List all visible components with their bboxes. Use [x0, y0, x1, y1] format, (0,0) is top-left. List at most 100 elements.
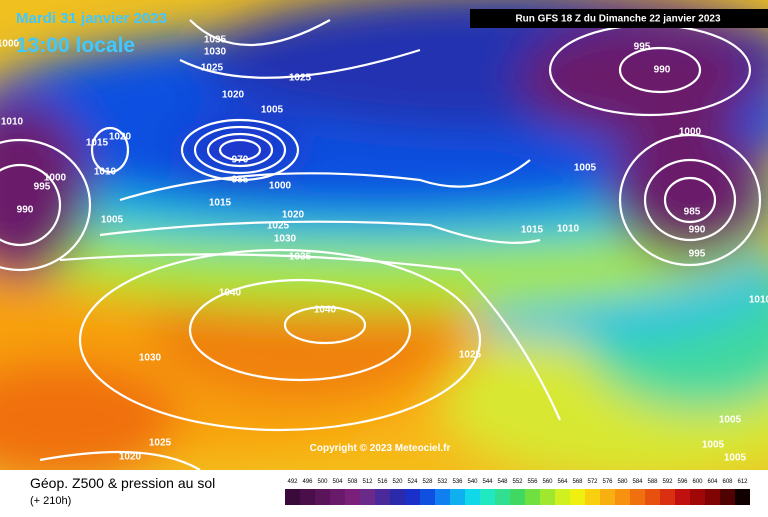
isobar-label: 1005 [719, 415, 742, 426]
scale-swatch [525, 489, 540, 505]
isobar-label: 985 [232, 175, 249, 186]
scale-swatch [330, 489, 345, 505]
scale-swatch [660, 489, 675, 505]
forecast-date: Mardi 31 janvier 2023 [16, 10, 167, 27]
isobar-labels: 1035103010251020102510051000101510201025… [0, 35, 768, 464]
color-scale: 492 496 500 504 508 512 516 520 524 528 532 536 540 5… [285, 479, 750, 505]
scale-swatch [600, 489, 615, 505]
scale-label: 596 [677, 479, 688, 485]
scale-label: 536 [452, 479, 463, 485]
scale-label: 552 [512, 479, 523, 485]
isobar-label: 1040 [314, 305, 337, 316]
scale-label: 524 [407, 479, 418, 485]
scale-label: 608 [722, 479, 733, 485]
scale-swatch [375, 489, 390, 505]
isobar-label: 995 [34, 182, 51, 193]
scale-label: 544 [482, 479, 493, 485]
scale-label: 528 [422, 479, 433, 485]
isobar-label: 1025 [201, 63, 224, 74]
isobar-label: 990 [689, 225, 706, 236]
scale-swatch [480, 489, 495, 505]
isobar-label: 1030 [204, 47, 227, 58]
isobar-label: 1010 [557, 224, 580, 235]
copyright: Copyright © 2023 Meteociel.fr [310, 443, 451, 454]
isobar-label: 985 [684, 207, 701, 218]
isobar-label: 1030 [274, 234, 297, 245]
scale-swatch [405, 489, 420, 505]
isobar-label: 1000 [44, 173, 67, 184]
scale-swatch [315, 489, 330, 505]
isobar-label: 995 [634, 42, 651, 53]
scale-label: 516 [377, 479, 388, 485]
scale-label: 588 [647, 479, 658, 485]
scale-label: 592 [662, 479, 673, 485]
scale-label: 568 [572, 479, 583, 485]
isobar-label: 1005 [574, 163, 597, 174]
scale-label: 504 [332, 479, 343, 485]
scale-swatch [690, 489, 705, 505]
scale-label: 496 [302, 479, 313, 485]
scale-label: 512 [362, 479, 373, 485]
isobar-label: 1025 [459, 350, 482, 361]
scale-swatch [285, 489, 300, 505]
lead-time: (+ 210h) [30, 495, 71, 507]
scale-swatch [645, 489, 660, 505]
scale-label: 604 [707, 479, 718, 485]
isobar-label: 1005 [261, 105, 284, 116]
isobar-label: 1025 [149, 438, 172, 449]
scale-swatch [450, 489, 465, 505]
isobar-label: 970 [232, 155, 249, 166]
scale-label: 500 [317, 479, 328, 485]
scale-swatch [390, 489, 405, 505]
scale-swatch [585, 489, 600, 505]
isobar-label: 990 [654, 65, 671, 76]
isobar-label: 1000 [679, 127, 702, 138]
map-field [0, 0, 768, 470]
isobar-label: 1010 [749, 295, 768, 306]
scale-label: 584 [632, 479, 643, 485]
isobar-label: 1005 [724, 453, 747, 464]
isobar-label: 1015 [521, 225, 544, 236]
scale-label: 612 [737, 479, 748, 485]
isobar-label: 1035 [204, 35, 227, 46]
isobar-label: 1030 [139, 353, 162, 364]
scale-label: 572 [587, 479, 598, 485]
scale-swatch [555, 489, 570, 505]
isobar-label: 1010 [94, 167, 117, 178]
scale-swatch [720, 489, 735, 505]
scale-swatch [420, 489, 435, 505]
isobar-label: 1000 [0, 39, 20, 50]
isobar-label: 1020 [222, 90, 245, 101]
isobar-label: 1005 [101, 215, 124, 226]
isobar-label: 1035 [289, 252, 312, 263]
scale-swatch [345, 489, 360, 505]
scale-label: 580 [617, 479, 628, 485]
isobar-label: 995 [689, 249, 706, 260]
isobar-label: 1020 [119, 452, 142, 463]
scale-swatch [510, 489, 525, 505]
isobar-label: 990 [17, 205, 34, 216]
isobar-label: 1015 [209, 198, 232, 209]
scale-label: 532 [437, 479, 448, 485]
isobar-label: 1025 [289, 73, 312, 84]
scale-label: 492 [287, 479, 298, 485]
isobar-label: 1010 [1, 117, 24, 128]
scale-swatch [615, 489, 630, 505]
scale-swatch [675, 489, 690, 505]
scale-swatch [360, 489, 375, 505]
scale-swatch [435, 489, 450, 505]
forecast-time: 13:00 locale [16, 34, 135, 57]
scale-swatch [705, 489, 720, 505]
scale-swatch [495, 489, 510, 505]
scale-label: 548 [497, 479, 508, 485]
isobar-label: 1025 [267, 221, 290, 232]
legend-title: Géop. Z500 & pression au sol [30, 475, 215, 491]
scale-label: 556 [527, 479, 538, 485]
isobar-label: 1020 [282, 210, 305, 221]
scale-label: 520 [392, 479, 403, 485]
scale-swatch [735, 489, 750, 505]
scale-swatch [570, 489, 585, 505]
isobar-label: 1015 [86, 138, 109, 149]
scale-label: 576 [602, 479, 613, 485]
isobar-label: 1020 [109, 132, 132, 143]
